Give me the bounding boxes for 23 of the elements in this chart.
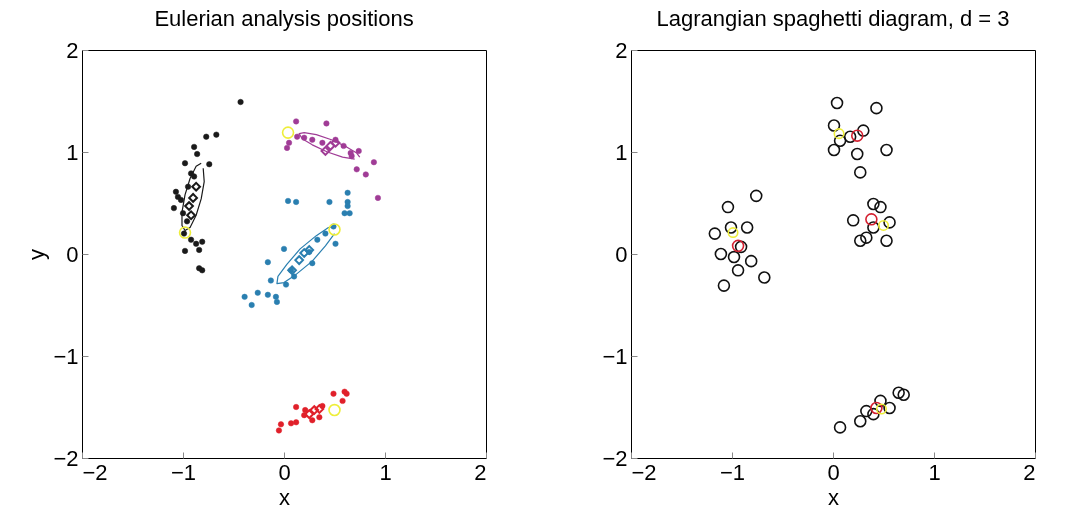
y-tick-label: 0 bbox=[615, 241, 628, 267]
y-tick-label: 2 bbox=[66, 37, 79, 63]
y-tick-label: 1 bbox=[66, 139, 79, 165]
x-axis-title: x bbox=[828, 484, 839, 510]
x-tick-label: −1 bbox=[719, 459, 746, 485]
x-tick-label: 1 bbox=[928, 459, 941, 485]
y-tick-label: 1 bbox=[615, 139, 628, 165]
x-tick-label: 0 bbox=[827, 459, 840, 485]
x-tick-label: −2 bbox=[631, 459, 657, 485]
y-axis-title: y bbox=[24, 249, 50, 260]
x-tick-label: −1 bbox=[170, 459, 197, 485]
y-tick-label: −1 bbox=[602, 343, 628, 369]
x-tick-label: 2 bbox=[474, 459, 487, 485]
x-tick-label: 2 bbox=[1023, 459, 1036, 485]
y-tick-label: 0 bbox=[66, 241, 79, 267]
chart-title: Eulerian analysis positions bbox=[154, 6, 414, 31]
y-tick-label: 2 bbox=[615, 37, 628, 63]
x-axis-title: x bbox=[279, 484, 290, 510]
x-tick-label: −2 bbox=[82, 459, 108, 485]
x-tick-label: 1 bbox=[379, 459, 392, 485]
x-tick-label: 0 bbox=[278, 459, 291, 485]
chart-title: Lagrangian spaghetti diagram, d = 3 bbox=[656, 6, 1010, 31]
y-tick-label: −1 bbox=[53, 343, 79, 369]
